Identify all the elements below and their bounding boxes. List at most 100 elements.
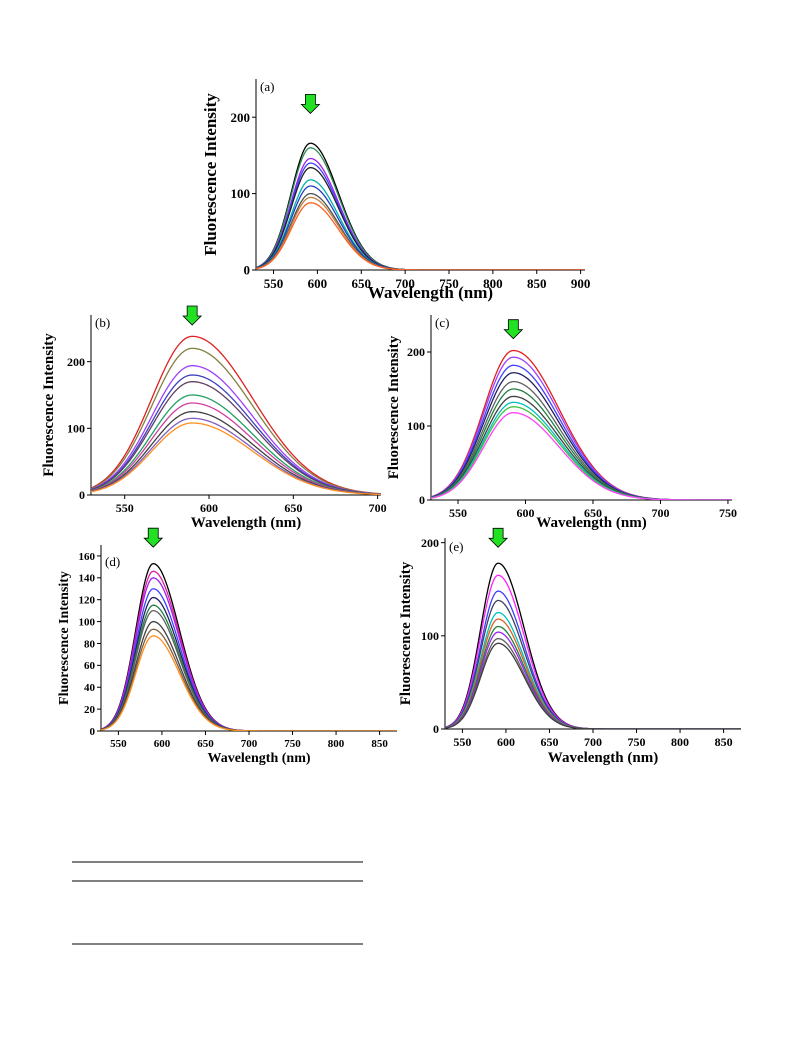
x-axis-label: Wavelength (nm) <box>536 515 646 531</box>
series-line <box>445 642 741 729</box>
x-tick-label: 750 <box>719 506 737 520</box>
down-arrow-icon <box>182 305 203 326</box>
x-axis-label: Wavelength (nm) <box>191 515 301 531</box>
panel-label: (a) <box>260 79 274 94</box>
panel-label: (d) <box>105 554 120 569</box>
y-axis-label: Fluorescence Intensity <box>57 571 72 705</box>
y-tick-label: 0 <box>433 722 439 736</box>
series-line <box>91 335 381 495</box>
series-line <box>91 417 381 495</box>
y-tick-label: 100 <box>231 186 251 201</box>
series-line <box>101 570 397 731</box>
y-tick-label: 100 <box>67 422 85 436</box>
y-tick-label: 0 <box>79 488 85 502</box>
y-tick-label: 0 <box>90 726 96 738</box>
series-line <box>445 590 741 729</box>
x-tick-label: 900 <box>571 276 591 291</box>
panel-label: (c) <box>435 315 449 330</box>
x-tick-label: 700 <box>584 735 602 749</box>
y-tick-label: 100 <box>79 616 96 628</box>
x-tick-label: 700 <box>241 738 258 750</box>
x-tick-label: 650 <box>352 276 372 291</box>
x-axis-label: Wavelength (nm) <box>207 751 310 766</box>
panel-label: (b) <box>95 315 110 330</box>
series-line <box>445 618 741 729</box>
x-tick-label: 600 <box>516 506 534 520</box>
series-line <box>256 179 585 270</box>
series-line <box>101 609 397 731</box>
x-tick-label: 700 <box>395 276 415 291</box>
y-tick-label: 80 <box>84 638 96 650</box>
x-tick-label: 800 <box>671 735 689 749</box>
x-tick-label: 600 <box>308 276 328 291</box>
x-tick-label: 600 <box>497 735 515 749</box>
y-tick-label: 0 <box>244 263 251 278</box>
x-tick-label: 550 <box>116 501 134 515</box>
y-tick-label: 200 <box>421 536 439 550</box>
series-line <box>431 356 732 500</box>
y-tick-label: 200 <box>407 345 425 359</box>
x-tick-label: 750 <box>628 735 646 749</box>
y-axis-label: Fluorescence Intensity <box>398 561 414 705</box>
x-tick-label: 550 <box>264 276 284 291</box>
series-line <box>91 365 381 495</box>
x-tick-label: 550 <box>453 735 471 749</box>
series-line <box>431 349 732 500</box>
panel-label: (e) <box>449 539 463 554</box>
series-line <box>91 394 381 495</box>
series-group <box>445 562 741 729</box>
y-tick-label: 60 <box>84 660 96 672</box>
x-tick-label: 550 <box>110 738 127 750</box>
x-tick-label: 750 <box>439 276 459 291</box>
x-tick-label: 650 <box>284 501 302 515</box>
series-line <box>91 347 381 495</box>
down-arrow-icon <box>300 93 321 114</box>
y-axis-label: Fluorescence Intensity <box>41 333 57 477</box>
x-tick-label: 650 <box>540 735 558 749</box>
y-tick-label: 20 <box>84 704 96 716</box>
y-tick-label: 40 <box>84 682 96 694</box>
y-axis-label: Fluorescence Intensity <box>386 335 402 479</box>
series-line <box>256 162 585 270</box>
x-tick-label: 850 <box>527 276 547 291</box>
chart-panel-c: 550 600 650 700 750 0 100 200 (c) Wavelength (nm)… <box>386 315 737 531</box>
series-group <box>256 142 585 270</box>
x-tick-label: 850 <box>371 738 388 750</box>
series-line <box>445 611 741 729</box>
x-tick-label: 650 <box>584 506 602 520</box>
y-tick-label: 0 <box>419 493 425 507</box>
series-line <box>91 381 381 495</box>
chart-panel-d: 550 600 650 700 750 800 850 0 20 40 60 80 100 120 140 1… <box>57 527 397 766</box>
y-tick-label: 160 <box>79 551 96 563</box>
x-axis-label: Wavelength (nm) <box>368 283 493 302</box>
series-line <box>431 412 732 500</box>
x-tick-label: 600 <box>154 738 171 750</box>
x-tick-label: 750 <box>284 738 301 750</box>
series-line <box>445 562 741 729</box>
y-tick-label: 200 <box>67 355 85 369</box>
x-axis-label: Wavelength (nm) <box>548 750 658 766</box>
series-line <box>256 202 585 270</box>
y-tick-label: 200 <box>231 110 251 125</box>
series-line <box>91 422 381 495</box>
x-tick-label: 700 <box>369 501 387 515</box>
series-line <box>445 599 741 729</box>
series-group <box>431 349 732 500</box>
x-tick-label: 700 <box>651 506 669 520</box>
axes <box>430 315 732 501</box>
down-arrow-icon <box>503 319 524 340</box>
y-tick-label: 100 <box>407 419 425 433</box>
chart-panel-e: 550 600 650 700 750 800 850 0 100 200 (e) Wavelengt… <box>398 527 741 766</box>
y-tick-label: 120 <box>79 595 96 607</box>
x-tick-label: 800 <box>483 276 503 291</box>
y-tick-label: 140 <box>79 573 96 585</box>
series-group <box>101 562 397 731</box>
series-line <box>256 196 585 270</box>
x-tick-label: 800 <box>328 738 345 750</box>
x-tick-label: 850 <box>715 735 733 749</box>
series-group <box>91 335 381 495</box>
series-line <box>101 635 397 731</box>
down-arrow-icon <box>488 527 509 548</box>
y-axis-label: Fluorescence Intensity <box>201 93 220 256</box>
